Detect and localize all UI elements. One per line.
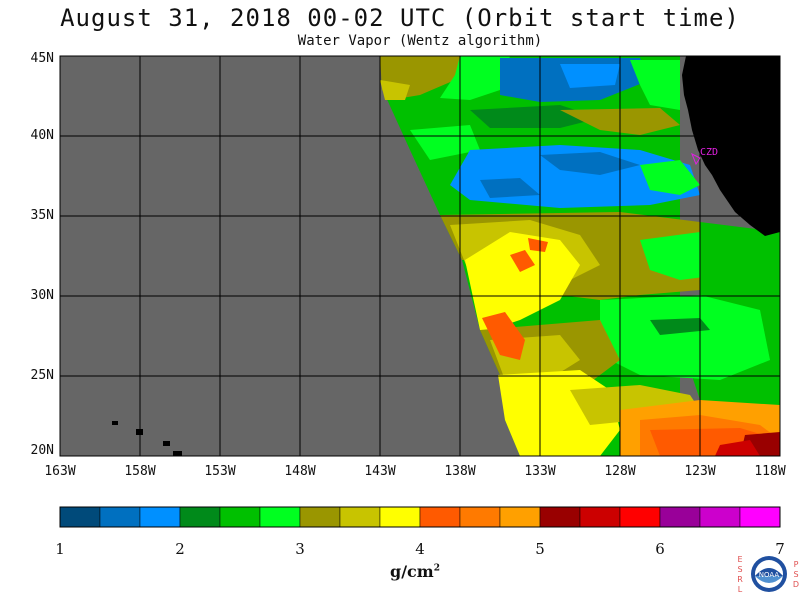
- colorbar: [59, 506, 781, 528]
- colorbar-units: g/cm2: [390, 562, 440, 581]
- colorbar-tick-2: 2: [175, 540, 185, 558]
- logo-letter-p: P: [793, 560, 799, 569]
- colorbar-swatch: [619, 506, 661, 528]
- logo-letter-e: E: [737, 555, 743, 564]
- colorbar-swatch: [379, 506, 421, 528]
- logo-letter-l: L: [737, 585, 743, 594]
- logo-letter-r: R: [737, 575, 743, 584]
- station-marker: [691, 152, 701, 166]
- lat-label-45n: 45N: [30, 51, 54, 66]
- lon-label-148w: 148W: [284, 464, 316, 479]
- map-frame: [59, 55, 781, 457]
- colorbar-swatch: [539, 506, 581, 528]
- colorbar-frame: [59, 506, 781, 528]
- lat-label-25n: 25N: [30, 368, 54, 383]
- units-exponent: 2: [433, 563, 440, 574]
- logo-letter-s2: S: [793, 570, 799, 579]
- lon-label-128w: 128W: [604, 464, 636, 479]
- colorbar-tick-3: 3: [295, 540, 305, 558]
- lon-label-158w: 158W: [124, 464, 156, 479]
- lon-label-153w: 153W: [204, 464, 236, 479]
- noaa-logo: NOAA: [751, 556, 787, 592]
- map-subtitle: Water Vapor (Wentz algorithm): [297, 33, 543, 49]
- logo-text: NOAA: [759, 571, 780, 579]
- colorbar-tick-4: 4: [415, 540, 425, 558]
- lon-label-138w: 138W: [444, 464, 476, 479]
- colorbar-swatch: [699, 506, 741, 528]
- colorbar-tick-6: 6: [655, 540, 665, 558]
- map-field: [60, 56, 780, 456]
- lon-label-133w: 133W: [524, 464, 556, 479]
- colorbar-swatch: [179, 506, 221, 528]
- colorbar-swatch: [339, 506, 381, 528]
- lon-label-143w: 143W: [364, 464, 396, 479]
- station-label: CZD: [700, 147, 719, 158]
- lat-label-35n: 35N: [30, 208, 54, 223]
- colorbar-tick-5: 5: [535, 540, 545, 558]
- colorbar-swatch: [459, 506, 501, 528]
- colorbar-swatch: [579, 506, 621, 528]
- logo-letter-s: S: [737, 565, 743, 574]
- land-north-america: [682, 56, 780, 236]
- colorbar-swatch: [739, 506, 781, 528]
- logo-letter-d: D: [792, 580, 800, 589]
- colorbar-tick-1: 1: [55, 540, 65, 558]
- colorbar-swatch: [659, 506, 701, 528]
- colorbar-swatch: [99, 506, 141, 528]
- colorbar-swatch: [139, 506, 181, 528]
- colorbar-swatch: [59, 506, 101, 528]
- lon-label-123w: 123W: [684, 464, 716, 479]
- lon-label-163w: 163W: [44, 464, 76, 479]
- lat-label-30n: 30N: [30, 288, 54, 303]
- colorbar-swatch: [219, 506, 261, 528]
- lat-label-20n: 20N: [30, 443, 54, 458]
- lat-label-40n: 40N: [30, 128, 54, 143]
- colorbar-swatch: [259, 506, 301, 528]
- colorbar-swatch: [419, 506, 461, 528]
- colorbar-swatch: [299, 506, 341, 528]
- logo-letters-right: P S D: [792, 560, 800, 590]
- lon-label-118w: 118W: [754, 464, 786, 479]
- colorbar-swatch: [499, 506, 541, 528]
- logo-letters-left: E S R L: [736, 555, 744, 595]
- units-text: g/cm: [390, 562, 434, 581]
- grid-lines: [60, 56, 780, 456]
- map-title: August 31, 2018 00-02 UTC (Orbit start t…: [60, 4, 740, 32]
- colorbar-tick-7: 7: [775, 540, 785, 558]
